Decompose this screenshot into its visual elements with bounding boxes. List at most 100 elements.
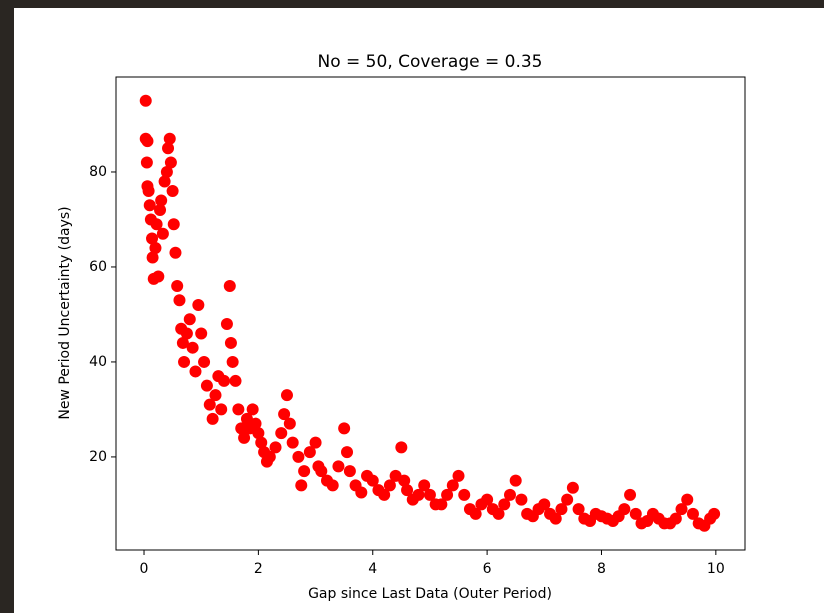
point [162,142,175,155]
point [418,479,431,492]
point [169,246,182,259]
point [629,507,642,520]
point [326,479,339,492]
point [142,184,155,197]
point [481,493,494,506]
point [155,194,168,207]
point [189,365,202,378]
point [618,503,631,516]
point [572,503,585,516]
point [203,398,216,411]
point [435,498,448,511]
point [173,294,186,307]
point [309,436,322,449]
point [278,408,291,421]
point [681,493,694,506]
point [395,441,408,454]
point [549,512,562,525]
point [223,279,236,292]
point [269,441,282,454]
point [183,313,196,326]
point [152,270,165,283]
point [226,355,239,368]
point [220,317,233,330]
point [303,446,316,459]
y-tick-label: 20 [89,449,107,465]
point [555,503,568,516]
point [235,422,248,435]
point [263,450,276,463]
point [298,465,311,478]
point [469,507,482,520]
point [498,498,511,511]
point [492,507,505,520]
point [566,481,579,494]
y-tick-label: 80 [89,164,107,180]
point [446,479,459,492]
point [366,474,379,487]
point [292,450,305,463]
point [669,512,682,525]
point [515,493,528,506]
point [624,488,637,501]
point [338,422,351,435]
point [154,203,167,216]
point [209,389,222,402]
point [675,503,688,516]
point [561,493,574,506]
point [178,355,191,368]
point [383,479,396,492]
point [280,389,293,402]
chart-title: No = 50, Coverage = 0.35 [318,52,543,72]
point [140,156,153,169]
plot-frame [115,76,746,551]
point [315,465,328,478]
point [164,156,177,169]
point [295,479,308,492]
point [206,412,219,425]
point [180,327,193,340]
point [398,474,411,487]
point [686,507,699,520]
y-axis-label: New Period Uncertainty (days) [57,206,73,419]
point [538,498,551,511]
point [252,427,265,440]
point [708,507,721,520]
point [150,218,163,231]
y-tick-label: 60 [89,259,107,275]
point [246,403,259,416]
point [238,431,251,444]
point [441,488,454,501]
x-tick-label: 6 [483,561,492,577]
point [458,488,471,501]
point [283,417,296,430]
point [139,94,152,107]
point [401,484,414,497]
point [503,488,516,501]
x-tick-label: 0 [140,561,149,577]
point [146,251,159,264]
point [286,436,299,449]
point [215,403,228,416]
point [255,436,268,449]
point [195,327,208,340]
point [229,374,242,387]
point [143,199,156,212]
point [355,486,368,499]
point [412,488,425,501]
point [341,446,354,459]
point [167,218,180,231]
point [166,184,179,197]
point [423,488,436,501]
point [452,469,465,482]
x-tick-label: 8 [597,561,606,577]
point [232,403,245,416]
point [198,355,211,368]
point [158,175,171,188]
point [378,488,391,501]
point [509,474,522,487]
x-axis-label: Gap since Last Data (Outer Period) [308,586,552,602]
x-tick-label: 10 [707,561,725,577]
